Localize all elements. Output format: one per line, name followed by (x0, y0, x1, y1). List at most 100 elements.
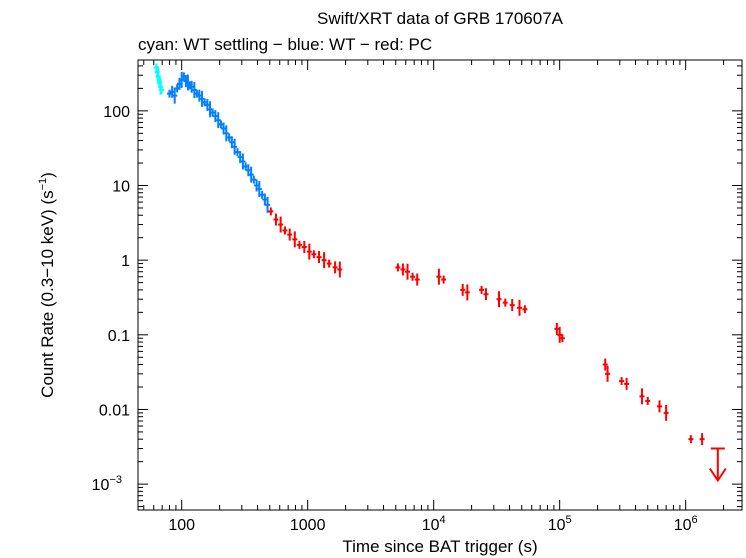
data-point (337, 261, 343, 278)
data-point (196, 89, 202, 102)
data-point (554, 322, 560, 335)
data-point (251, 175, 257, 184)
data-point (172, 87, 178, 104)
y-tick-label-base: 0.1 (108, 328, 130, 345)
data-point (657, 400, 663, 413)
upper-limit-arrow (708, 447, 727, 483)
x-tick-label-exponent: 4 (440, 514, 446, 526)
data-point (265, 196, 271, 213)
data-point (234, 148, 240, 157)
y-axis-label-close: ) (38, 172, 57, 178)
upper-limit-arrowhead (708, 467, 727, 483)
data-point (605, 365, 611, 382)
data-point (460, 283, 466, 296)
y-tick-label-base: 10 (112, 179, 130, 196)
x-axis-label: Time since BAT trigger (s) (342, 537, 537, 556)
data-point (292, 231, 298, 248)
y-tick-label: 0.1 (108, 328, 130, 345)
plot-frame (137, 59, 743, 511)
data-point (326, 259, 332, 268)
data-point (311, 250, 317, 259)
y-tick-label-base: 10 (92, 477, 110, 494)
data-point (557, 326, 563, 343)
data-point (624, 377, 630, 390)
y-tick-label: 10−3 (92, 474, 122, 494)
data-point (517, 299, 523, 316)
data-point (699, 433, 705, 446)
data-point (237, 151, 243, 164)
data-point (602, 358, 608, 371)
chart-title: Swift/XRT data of GRB 170607A (317, 9, 564, 28)
data-point (221, 122, 227, 135)
data-point (204, 98, 210, 111)
x-tick-label: 106 (674, 514, 698, 534)
data-points (153, 63, 727, 483)
series-wt (166, 71, 271, 213)
series-wt-settling (153, 63, 164, 95)
data-point (483, 288, 489, 301)
data-point (268, 207, 274, 216)
data-point (436, 268, 442, 285)
data-point (688, 435, 694, 444)
data-point (245, 164, 251, 177)
data-point (405, 263, 411, 280)
data-point (202, 98, 208, 107)
data-point (232, 138, 238, 155)
data-point (395, 263, 401, 272)
data-point (240, 153, 246, 170)
data-point (619, 377, 625, 386)
x-tick-label: 105 (548, 514, 572, 534)
data-point (522, 305, 528, 314)
data-point (414, 273, 420, 286)
data-point (663, 404, 669, 421)
x-tick-label: 1000 (290, 517, 326, 534)
data-point (332, 261, 338, 274)
y-axis-label-main: Count Rate (0.3−10 keV) (s (38, 190, 57, 397)
data-point (464, 284, 470, 301)
data-point (210, 108, 216, 117)
data-point (215, 112, 221, 129)
data-point (223, 125, 229, 142)
x-tick-label: 104 (422, 514, 446, 534)
y-tick-label-base: 1 (121, 253, 130, 270)
x-tick-label: 100 (168, 517, 195, 534)
y-axis-label: Count Rate (0.3−10 keV) (s−1) (37, 172, 57, 398)
data-point (296, 240, 302, 249)
data-point (259, 190, 265, 199)
data-point (502, 298, 508, 307)
chart-subtitle: cyan: WT settling − blue: WT − red: PC (138, 35, 432, 54)
x-tick-label-base: 1000 (290, 517, 326, 534)
data-point (479, 285, 485, 294)
axis-ticks (138, 60, 742, 510)
data-point (254, 179, 260, 192)
data-point (301, 241, 307, 254)
data-point (287, 228, 293, 241)
data-point (321, 252, 327, 269)
data-point (248, 166, 254, 183)
y-tick-label-base: 100 (103, 104, 130, 121)
data-point (639, 388, 645, 405)
series-pc (268, 207, 705, 446)
y-tick-label: 10 (112, 179, 130, 196)
data-point (306, 243, 312, 260)
data-point (273, 213, 279, 226)
y-tick-label: 100 (103, 104, 130, 121)
data-point (278, 216, 284, 233)
data-point (256, 180, 262, 197)
data-point (645, 396, 651, 405)
y-tick-label: 0.01 (99, 402, 130, 419)
data-point (166, 89, 172, 98)
x-tick-label-base: 100 (168, 517, 195, 534)
data-point (509, 299, 515, 312)
data-point (559, 334, 565, 343)
x-tick-label-base: 10 (422, 517, 440, 534)
x-tick-label-exponent: 6 (691, 514, 697, 526)
data-point (158, 86, 164, 95)
y-tick-label-base: 0.01 (99, 402, 130, 419)
x-tick-label-base: 10 (674, 517, 692, 534)
y-tick-label: 1 (121, 253, 130, 270)
data-point (316, 251, 322, 264)
data-point (189, 80, 195, 93)
data-point (400, 263, 406, 276)
